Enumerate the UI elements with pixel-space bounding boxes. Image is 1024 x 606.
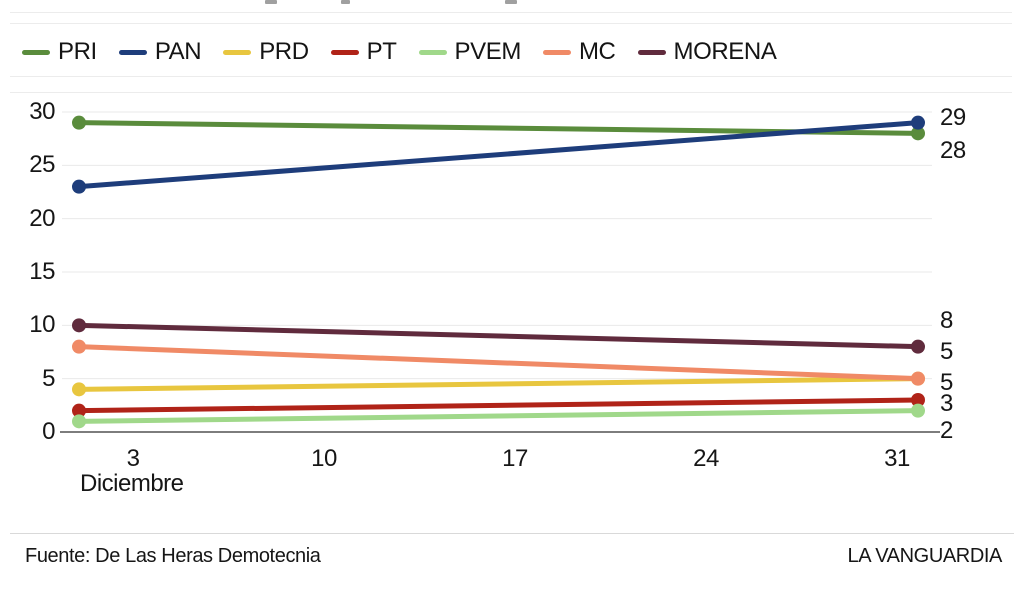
x-axis-tick-label: 10 bbox=[311, 445, 337, 472]
divider bbox=[10, 23, 1012, 24]
legend-swatch bbox=[418, 49, 447, 55]
chart-legend: PRI PAN PRD PT PVEM MC MORENA bbox=[22, 36, 777, 68]
legend-swatch bbox=[118, 49, 147, 55]
y-axis-tick-label: 25 bbox=[29, 151, 55, 179]
legend-label: MC bbox=[578, 38, 616, 65]
y-axis-tick-label: 20 bbox=[29, 204, 55, 232]
series-line-pan bbox=[78, 120, 919, 190]
series-start-point-pvem bbox=[72, 414, 86, 429]
legend-label: PAN bbox=[154, 38, 202, 65]
series-end-point-pan bbox=[911, 115, 925, 130]
footer-divider bbox=[10, 533, 1014, 534]
series-line-pt bbox=[78, 397, 919, 414]
series-end-value-label: 2 bbox=[940, 417, 953, 444]
x-axis-tick-label: 17 bbox=[502, 445, 528, 472]
legend-swatch bbox=[542, 49, 571, 55]
x-axis-tick-label: 24 bbox=[693, 445, 719, 472]
legend-label: MORENA bbox=[673, 38, 777, 65]
x-axis-title: Diciembre bbox=[80, 470, 184, 497]
series-start-point-pan bbox=[72, 179, 86, 194]
legend-item-morena: MORENA bbox=[637, 38, 777, 65]
series-end-value-label: 28 bbox=[940, 137, 966, 164]
x-axis-tick-label: 3 bbox=[126, 445, 140, 472]
series-line-pvem bbox=[78, 408, 919, 424]
legend-item-mc: MC bbox=[542, 38, 616, 65]
series-start-point-prd bbox=[72, 382, 86, 397]
clipped-title-fragment bbox=[505, 0, 517, 4]
series-end-point-pri bbox=[911, 126, 925, 141]
legend-label: PRD bbox=[259, 38, 309, 65]
divider bbox=[10, 12, 1012, 13]
legend-item-prd: PRD bbox=[223, 38, 309, 65]
legend-item-pvem: PVEM bbox=[418, 38, 522, 65]
series-end-value-label: 8 bbox=[940, 307, 953, 334]
series-end-point-mc bbox=[911, 371, 925, 386]
legend-swatch bbox=[223, 49, 252, 55]
series-end-point-morena bbox=[911, 339, 925, 354]
series-start-point-mc bbox=[72, 339, 86, 354]
y-axis-tick-label: 30 bbox=[29, 98, 55, 125]
series-end-value-label: 29 bbox=[940, 104, 966, 131]
divider bbox=[10, 76, 1012, 77]
legend-item-pan: PAN bbox=[118, 38, 202, 65]
legend-swatch bbox=[637, 49, 666, 55]
y-axis-tick-label: 15 bbox=[29, 258, 55, 285]
legend-swatch bbox=[330, 49, 359, 55]
series-end-value-label: 5 bbox=[940, 338, 953, 365]
source-credit: Fuente: De Las Heras Demotecnia bbox=[25, 545, 321, 567]
legend-label: PVEM bbox=[454, 38, 522, 65]
legend-label: PRI bbox=[58, 38, 97, 65]
legend-swatch bbox=[22, 49, 50, 55]
brand-logo-text: LA VANGUARDIA bbox=[847, 545, 1003, 567]
clipped-title-fragment bbox=[341, 0, 350, 4]
series-line-morena bbox=[78, 322, 919, 350]
legend-item-pt: PT bbox=[330, 38, 397, 65]
legend-item-pri: PRI bbox=[22, 40, 97, 64]
x-axis-tick-label: 31 bbox=[884, 445, 910, 472]
legend-label: PT bbox=[366, 38, 397, 65]
y-axis-tick-label: 0 bbox=[42, 418, 55, 445]
series-line-prd bbox=[78, 376, 919, 392]
series-end-point-pvem bbox=[911, 403, 925, 418]
series-start-point-morena bbox=[72, 318, 86, 333]
y-axis-tick-label: 5 bbox=[42, 364, 55, 392]
divider bbox=[10, 92, 1012, 93]
series-end-value-label: 3 bbox=[940, 390, 953, 417]
series-line-mc bbox=[78, 344, 919, 382]
clipped-title-fragment bbox=[265, 0, 277, 4]
series-end-value-label: 5 bbox=[940, 369, 953, 396]
y-axis-tick-label: 10 bbox=[29, 311, 55, 339]
series-start-point-pri bbox=[72, 115, 86, 130]
series-end-point-pt bbox=[911, 393, 925, 407]
series-start-point-pt bbox=[72, 403, 86, 418]
